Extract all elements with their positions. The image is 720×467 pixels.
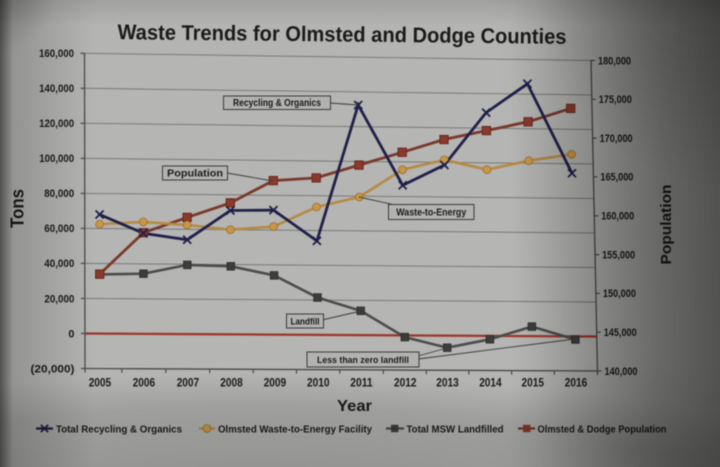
svg-text:2015: 2015 [522, 377, 545, 389]
svg-text:165,000: 165,000 [600, 172, 633, 184]
svg-text:160,000: 160,000 [39, 48, 74, 60]
svg-text:Less than zero landfill: Less than zero landfill [317, 355, 409, 366]
svg-text:180,000: 180,000 [598, 55, 631, 67]
svg-text:2005: 2005 [89, 377, 112, 389]
svg-text:Population: Population [167, 169, 223, 180]
svg-text:(20,000): (20,000) [31, 363, 75, 375]
svg-text:120,000: 120,000 [39, 118, 74, 130]
svg-text:140,000: 140,000 [605, 366, 638, 378]
svg-text:170,000: 170,000 [600, 133, 633, 145]
svg-text:2013: 2013 [436, 377, 459, 389]
svg-text:Waste-to-Energy: Waste-to-Energy [396, 208, 466, 219]
svg-text:Recycling & Organics: Recycling & Organics [233, 98, 321, 109]
svg-text:2012: 2012 [394, 377, 417, 389]
svg-text:2009: 2009 [264, 377, 287, 389]
svg-text:60,000: 60,000 [44, 223, 74, 235]
svg-text:2014: 2014 [479, 377, 502, 389]
svg-text:2007: 2007 [177, 377, 200, 389]
svg-text:40,000: 40,000 [44, 258, 74, 270]
svg-text:2008: 2008 [220, 377, 243, 389]
svg-text:Olmsted & Dodge Population: Olmsted & Dodge Population [538, 423, 667, 435]
svg-text:150,000: 150,000 [603, 288, 636, 300]
svg-text:145,000: 145,000 [604, 327, 637, 339]
svg-text:Total Recycling & Organics: Total Recycling & Organics [56, 423, 182, 435]
svg-text:Population: Population [658, 185, 675, 265]
svg-text:0: 0 [68, 328, 74, 340]
svg-text:2011: 2011 [350, 377, 373, 389]
svg-text:2006: 2006 [133, 377, 156, 389]
svg-text:2010: 2010 [307, 377, 330, 389]
svg-text:20,000: 20,000 [44, 293, 74, 305]
svg-text:2016: 2016 [565, 377, 588, 389]
svg-text:Waste Trends for Olmsted and D: Waste Trends for Olmsted and Dodge Count… [117, 20, 566, 49]
svg-text:Olmsted Waste-to-Energy Facili: Olmsted Waste-to-Energy Facility [218, 423, 372, 435]
svg-text:155,000: 155,000 [602, 249, 635, 261]
svg-text:160,000: 160,000 [601, 211, 634, 223]
svg-text:Tons: Tons [8, 189, 28, 228]
svg-text:80,000: 80,000 [44, 188, 74, 200]
svg-text:100,000: 100,000 [39, 153, 74, 165]
svg-text:Year: Year [337, 398, 372, 415]
svg-text:175,000: 175,000 [599, 94, 632, 106]
svg-text:Landfill: Landfill [291, 317, 320, 328]
svg-text:Total MSW Landfilled: Total MSW Landfilled [407, 423, 504, 435]
svg-text:140,000: 140,000 [39, 83, 74, 95]
